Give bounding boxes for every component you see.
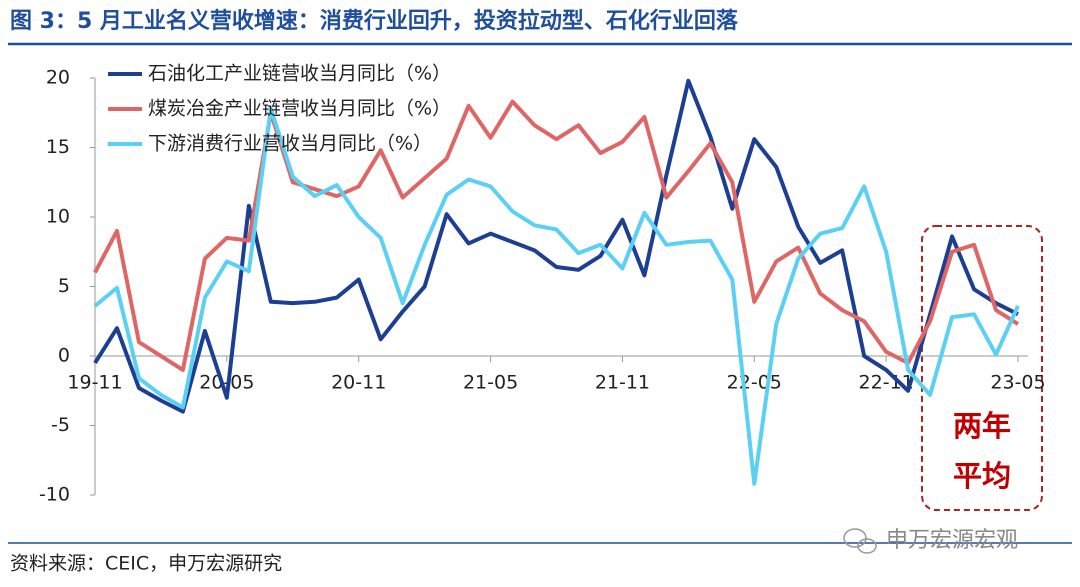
- annotation: 两年: [953, 409, 1011, 443]
- series-line: [93, 78, 1019, 414]
- series-line: [93, 106, 1020, 486]
- x-tick-label: 19-11: [67, 372, 122, 394]
- x-tick-label: 22-11: [859, 372, 914, 394]
- legend-label: 下游消费行业营收当月同比（%）: [148, 133, 432, 155]
- y-tick-label: 20: [46, 67, 70, 89]
- y-tick-label: 10: [46, 206, 70, 228]
- y-tick-label: 0: [58, 345, 70, 367]
- watermark: 申万宏源宏观: [886, 528, 1018, 553]
- y-tick-label: -5: [51, 414, 70, 436]
- x-tick-label: 23-05: [990, 372, 1045, 394]
- y-tick-label: -10: [39, 484, 70, 506]
- x-tick-label: 21-11: [595, 372, 650, 394]
- legend-label: 石油化工产业链营收当月同比（%）: [148, 63, 451, 85]
- x-tick-label: 20-11: [331, 372, 386, 394]
- wechat-icon: [843, 528, 877, 554]
- annotation-box: [921, 225, 1043, 511]
- y-tick-label: 5: [58, 275, 70, 297]
- x-tick-label: 21-05: [463, 372, 518, 394]
- legend-label: 煤炭冶金产业链营收当月同比（%）: [148, 98, 451, 120]
- x-tick-label: 22-05: [727, 372, 782, 394]
- series-line: [93, 99, 1020, 372]
- y-tick-label: 15: [46, 136, 70, 158]
- source: 资料来源：CEIC，申万宏源研究: [10, 553, 282, 575]
- chart-title: 图 3：5 月工业名义营收增速：消费行业回升，投资拉动型、石化行业回落: [10, 8, 739, 34]
- annotation: 平均: [953, 459, 1011, 493]
